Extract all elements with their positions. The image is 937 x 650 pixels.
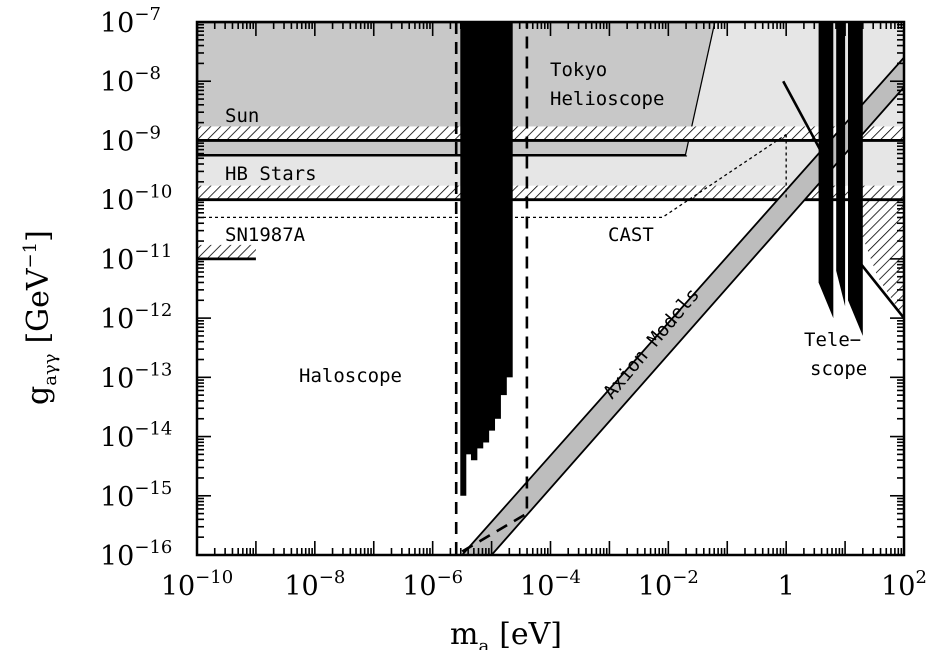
y-tick-label-base: 10 [100,67,134,98]
y-tick-label-exp: −7 [134,4,161,25]
haloscope-exclusion-bar [500,22,507,396]
y-tick-label-base: 10 [100,363,134,394]
x-tick-label-base: 1 [778,571,795,602]
y-tick-label-exp: −13 [134,359,172,380]
regions-layer [197,22,904,555]
label-tele: Tele− [804,329,861,351]
telescope-exclusions [818,22,863,336]
y-tick-label-exp: −15 [134,478,172,499]
haloscope-exclusion-bar [494,22,501,419]
telescope-exclusion-bar [836,22,846,307]
label-hb-stars: HB Stars [225,163,317,185]
y-tick-label: 10−9 [100,122,161,157]
haloscope-exclusion-bar [506,22,513,378]
x-tick-label: 10−2 [638,567,699,602]
y-tick-label-exp: −10 [134,182,172,203]
y-axis-title-sub: aγγ [40,354,61,386]
haloscope-exclusion-bar [465,22,472,455]
x-tick-label: 10−10 [161,567,233,602]
haloscope-exclusion-bar [482,22,490,443]
y-tick-label: 10−8 [100,63,161,98]
y-tick-label-base: 10 [100,186,134,217]
cast-boundary-line [197,133,787,219]
x-axis-title: ma [eV] [450,617,562,650]
x-axis-title-main: m [450,617,478,650]
y-tick-label-base: 10 [100,304,134,335]
y-tick-label: 10−16 [100,537,172,572]
x-tick-label: 10−6 [402,567,463,602]
y-tick-label-exp: −12 [134,300,172,321]
y-axis-title-close: ] [21,230,56,242]
telescope-limit-line-lower [855,258,904,319]
label-axion-models: Axion Models [599,284,704,403]
y-tick-label-base: 10 [100,245,134,276]
x-tick-label-exp: −4 [554,567,581,588]
x-axis-title-sub: a [478,636,489,650]
x-tick-label-base: 10 [881,571,915,602]
x-tick-label-base: 10 [284,571,318,602]
telescope-exclusion-bar [848,22,863,336]
telescope-exclusion-bar [818,22,834,319]
y-tick-label-exp: −9 [134,122,161,143]
label-scope: scope [810,358,867,380]
label-sun: Sun [225,105,259,127]
axis-ticks [196,22,905,556]
x-tick-label-exp: −8 [319,567,346,588]
y-tick-label: 10−13 [100,359,172,394]
x-tick-label-exp: −2 [672,567,699,588]
y-tick-label-exp: −16 [134,537,172,558]
y-tick-label: 10−12 [100,300,172,335]
y-tick-label-exp: −14 [134,419,172,440]
x-tick-label-exp: −6 [437,567,464,588]
y-tick-label-base: 10 [100,482,134,513]
x-tick-labels: 10−10 10−8 10−6 10−4 10−2 1 102 [161,567,927,602]
y-tick-label: 10−15 [100,478,172,513]
y-tick-label-base: 10 [100,423,134,454]
haloscope-exclusion-bar [470,22,478,461]
y-axis-title-main: g [21,386,56,405]
haloscope-exclusion-bar [488,22,496,431]
hb-stars-hatch-band [197,185,904,200]
y-axis-title: gaγγ [GeV−1] [20,230,61,405]
label-helioscope: Helioscope [550,88,664,110]
y-tick-label-exp: −8 [134,63,161,84]
y-tick-label-base: 10 [100,8,134,39]
y-tick-label-base: 10 [100,126,134,157]
y-tick-label: 10−11 [100,241,172,276]
x-axis-title-unit: [eV] [499,617,562,650]
y-axis-title-unit: [GeV [21,267,56,343]
y-tick-label: 10−10 [100,182,172,217]
x-tick-label: 10−4 [520,567,581,602]
x-tick-label-exp: −10 [195,567,233,588]
y-tick-label-base: 10 [100,541,134,572]
sn1987a-hatch-band [197,244,256,259]
y-tick-label: 10−14 [100,419,172,454]
x-tick-label: 102 [881,567,927,602]
label-tokyo: Tokyo [550,59,607,81]
sun-hatch-band [197,126,904,141]
label-haloscope: Haloscope [299,365,402,387]
x-tick-label-base: 10 [402,571,436,602]
x-tick-label-base: 10 [638,571,672,602]
x-tick-label-base: 10 [520,571,554,602]
x-tick-label-base: 10 [161,571,195,602]
label-cast: CAST [608,224,654,246]
haloscope-projection-line [454,22,529,555]
axion-models-band [460,56,904,555]
haloscope-exclusions [465,22,513,461]
x-tick-label: 1 [778,571,795,602]
y-axis-title-unit-exp: −1 [20,242,41,269]
telescope-hatch-region [859,199,904,319]
y-tick-label: 10−7 [100,4,161,39]
x-tick-label: 10−8 [284,567,345,602]
y-tick-label-exp: −11 [134,241,172,262]
y-tick-labels: 10−710−810−910−1010−1110−1210−1310−1410−… [100,4,172,572]
telescope-limit-line-upper [782,80,823,153]
haloscope-exclusion-bar [476,22,484,449]
label-sn1987a: SN1987A [225,224,306,246]
x-tick-label-exp: 2 [915,567,926,588]
